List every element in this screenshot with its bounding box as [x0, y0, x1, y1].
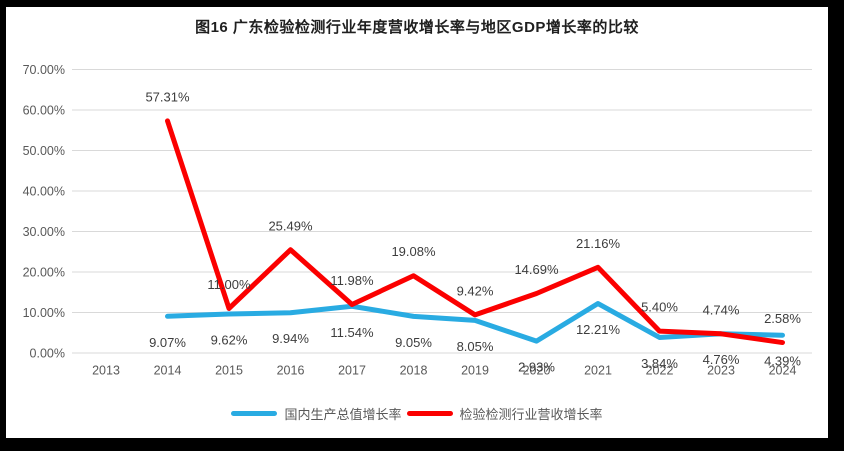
legend-item-gdp: 国内生产总值增长率	[231, 404, 402, 423]
x-axis-category-label: 2023	[707, 364, 735, 378]
y-axis-tick-label: 50.00%	[23, 144, 65, 158]
data-label-series-0: 3.84%	[641, 356, 678, 371]
x-axis-category-label: 2020	[523, 364, 551, 378]
x-axis-category-label: 2018	[400, 364, 428, 378]
data-label-series-0: 9.07%	[149, 335, 186, 350]
y-axis-tick-label: 70.00%	[23, 63, 65, 77]
data-label-series-1: 14.69%	[514, 262, 559, 277]
data-label-series-0: 9.05%	[395, 335, 432, 350]
y-axis-tick-label: 30.00%	[23, 225, 65, 239]
data-label-series-1: 21.16%	[576, 236, 621, 251]
x-axis-category-label: 2015	[215, 364, 243, 378]
legend-item-industry: 检验检测行业营收增长率	[406, 404, 603, 423]
data-label-series-0: 9.94%	[272, 331, 309, 346]
data-label-series-1: 25.49%	[268, 218, 313, 233]
x-axis-category-label: 2016	[277, 364, 305, 378]
data-label-series-1: 19.08%	[391, 244, 436, 259]
data-label-series-1: 9.42%	[457, 283, 494, 298]
series-line-0	[165, 301, 785, 344]
data-label-series-1: 11.00%	[207, 277, 251, 292]
data-label-series-1: 2.58%	[764, 311, 801, 326]
y-axis-tick-label: 60.00%	[23, 104, 65, 118]
plot-area: 0.00% 10.00% 20.00% 30.00% 40.00% 50.00% 60.00…	[23, 63, 812, 378]
x-axis-category-label: 2024	[769, 364, 797, 378]
chart-title: 图16 广东检验检测行业年度营收增长率与地区GDP增长率的比较	[195, 19, 639, 36]
y-axis-tick-label: 10.00%	[23, 306, 65, 320]
y-axis-tick-label: 20.00%	[23, 266, 65, 280]
data-label-series-0: 12.21%	[576, 322, 621, 337]
legend: 国内生产总值增长率 检验检测行业营收增长率	[6, 404, 828, 423]
data-label-series-1: 4.74%	[703, 302, 740, 317]
x-axis-category-label: 2022	[646, 364, 674, 378]
data-label-series-1: 57.31%	[145, 89, 190, 104]
x-axis-category-label: 2014	[154, 364, 182, 378]
data-label-series-0: 9.62%	[211, 333, 248, 348]
data-label-series-0: 2.93%	[518, 360, 555, 375]
x-axis-category-label: 2013	[92, 364, 120, 378]
series-line-1	[165, 118, 785, 346]
gdp-line-swatch-icon	[231, 411, 278, 416]
x-axis-category-label: 2021	[584, 364, 612, 378]
legend-label-gdp: 国内生产总值增长率	[284, 407, 402, 422]
y-axis-tick-label: 40.00%	[23, 185, 65, 199]
data-label-series-0: 8.05%	[457, 339, 494, 354]
data-label-series-1: 11.98%	[330, 273, 374, 288]
x-axis-category-label: 2017	[338, 364, 366, 378]
x-axis-category-label: 2019	[461, 364, 489, 378]
data-label-series-0: 4.76%	[703, 352, 740, 367]
legend-label-industry: 检验检测行业营收增长率	[459, 407, 603, 422]
data-label-series-0: 4.39%	[764, 354, 801, 369]
data-label-series-0: 11.54%	[330, 325, 374, 340]
data-label-series-1: 5.40%	[641, 300, 678, 315]
industry-line-swatch-icon	[406, 411, 453, 416]
y-axis-tick-label: 0.00%	[30, 347, 65, 361]
